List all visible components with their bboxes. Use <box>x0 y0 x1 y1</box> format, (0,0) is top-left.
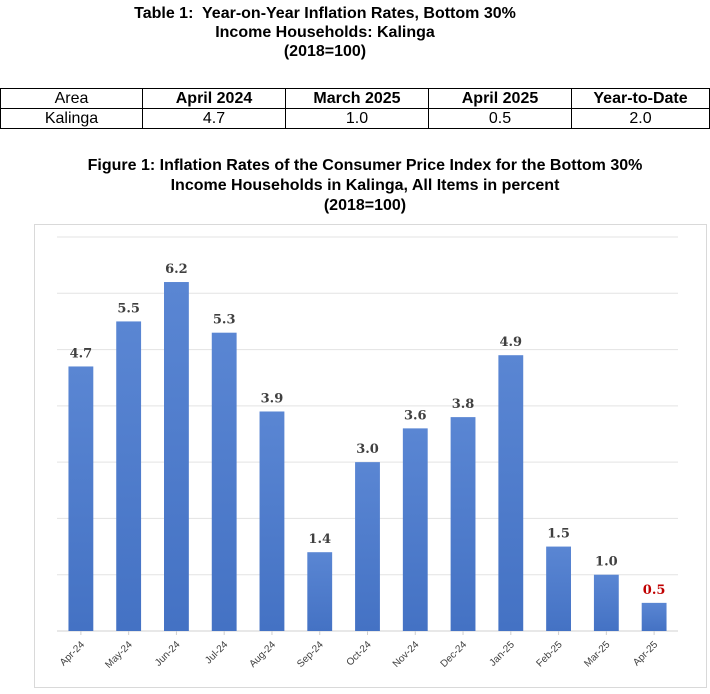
table-title-line-1: Table 1: Year-on-Year Inflation Rates, B… <box>134 5 516 22</box>
data-label: 6.2 <box>165 262 188 277</box>
header-march-2025: March 2025 <box>285 88 429 109</box>
data-label: 3.9 <box>261 391 284 406</box>
table-title: Table 1: Year-on-Year Inflation Rates, B… <box>0 4 650 61</box>
bar-jul-24 <box>211 332 237 631</box>
x-tick-label: Sep-24 <box>295 639 326 670</box>
x-tick-label: Jun-24 <box>153 639 183 669</box>
cell-april-2025: 0.5 <box>428 108 572 129</box>
bar-sep-24 <box>307 552 333 631</box>
data-label: 3.8 <box>452 397 475 412</box>
cell-march-2025: 1.0 <box>285 108 429 129</box>
bar-aug-24 <box>259 411 285 631</box>
data-label: 1.5 <box>547 527 570 542</box>
data-label: 4.7 <box>70 346 93 361</box>
x-tick-label: Aug-24 <box>248 639 279 670</box>
data-label: 5.3 <box>213 313 236 328</box>
figure-title: Figure 1: Inflation Rates of the Consume… <box>0 156 710 216</box>
figure-title-line-1: Figure 1: Inflation Rates of the Consume… <box>87 157 643 174</box>
bar-apr-25 <box>641 602 667 631</box>
x-tick-label: Jul-24 <box>203 639 230 666</box>
x-tick-label: Mar-25 <box>582 639 612 669</box>
x-tick-label: May-24 <box>103 639 135 671</box>
data-label: 4.9 <box>499 335 522 350</box>
cell-april-2024: 4.7 <box>142 108 286 129</box>
bar-nov-24 <box>402 428 428 631</box>
bar-oct-24 <box>355 462 380 631</box>
cell-year-to-date: 2.0 <box>571 108 710 129</box>
figure-title-line-2: Income Households in Kalinga, All Items … <box>170 177 560 194</box>
bar-chart: 4.7 Apr-24 5.5 May-24 6.2 Jun-24 5.3 Jul-24 3.9 A… <box>34 224 707 688</box>
cell-area: Kalinga <box>0 108 143 129</box>
bar-jun-24 <box>164 282 189 631</box>
table-row: Kalinga 4.7 1.0 0.5 2.0 <box>0 108 710 129</box>
data-label: 5.5 <box>117 301 140 316</box>
x-tick-label: Nov-24 <box>391 639 422 670</box>
figure-title-line-3: (2018=100) <box>323 197 407 214</box>
inflation-table: Area April 2024 March 2025 April 2025 Ye… <box>0 88 710 129</box>
table-title-line-2: Income Households: Kalinga <box>215 24 435 41</box>
bar-feb-25 <box>546 546 571 631</box>
x-tick-label: Apr-25 <box>631 639 660 668</box>
data-label: 3.6 <box>404 408 427 423</box>
data-label: 1.4 <box>308 532 331 547</box>
bar-mar-25 <box>593 574 619 631</box>
header-area: Area <box>0 88 143 109</box>
bar-jan-25 <box>498 355 524 631</box>
x-tick-label: Dec-24 <box>439 639 470 670</box>
x-tick-label: Apr-24 <box>58 639 87 668</box>
bar-apr-24 <box>68 366 94 631</box>
data-label: 0.5 <box>643 583 666 598</box>
bar-may-24 <box>116 321 142 631</box>
data-label: 3.0 <box>356 442 379 457</box>
data-label: 1.0 <box>595 555 618 570</box>
header-year-to-date: Year-to-Date <box>571 88 710 109</box>
x-tick-label: Jan-25 <box>488 639 518 669</box>
table-title-line-3: (2018=100) <box>283 43 367 60</box>
bar-chart-svg: 4.7 Apr-24 5.5 May-24 6.2 Jun-24 5.3 Jul-24 3.9 A… <box>57 236 678 671</box>
header-april-2025: April 2025 <box>428 88 572 109</box>
bar-dec-24 <box>450 417 476 631</box>
header-april-2024: April 2024 <box>142 88 286 109</box>
x-tick-label: Oct-24 <box>345 639 374 668</box>
x-tick-label: Feb-25 <box>535 639 565 669</box>
table-header-row: Area April 2024 March 2025 April 2025 Ye… <box>0 88 710 109</box>
